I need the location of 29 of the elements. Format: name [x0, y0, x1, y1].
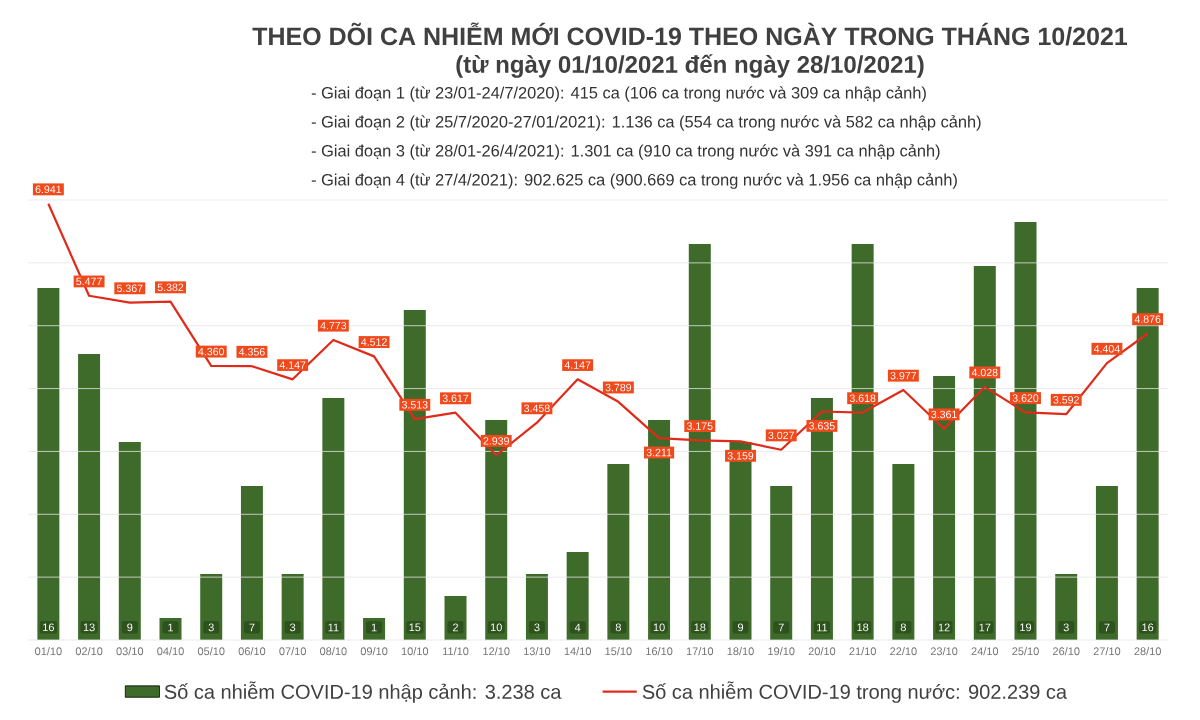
- bar: [37, 288, 60, 640]
- chart-subtitle: (từ ngày 01/10/2021 đến ngày 28/10/2021): [456, 54, 924, 78]
- text: - Giai đoạn 3 (từ 28/01-26/4/2021): 1.301 ca (910 ca trong nước và 391 ca nhập cảnh): [311, 144, 940, 160]
- bar: [729, 442, 752, 640]
- bar: [607, 464, 630, 640]
- bar: [648, 420, 671, 640]
- bar: [118, 442, 141, 640]
- bar: [810, 398, 833, 640]
- bar: [403, 310, 426, 640]
- bar: [688, 244, 711, 640]
- text: - Giai đoạn 4 (từ 27/4/2021): 902.625 ca (900.669 ca trong nước và 1.956 ca nhập cảnh): [311, 173, 957, 189]
- legend-label: Số ca nhiễm COVID-19 trong nước: 902.239 ca: [642, 681, 1068, 703]
- bar: [973, 266, 996, 640]
- legend-label: Số ca nhiễm COVID-19 nhập cảnh: 3.238 ca: [164, 681, 562, 703]
- bar: [770, 486, 793, 640]
- bar: [933, 376, 956, 640]
- bar: [485, 420, 508, 640]
- bar: [322, 398, 345, 640]
- chart-title: THEO DÕI CA NHIỄM MỚI COVID-19 THEO NGÀY TRONG THÁNG 10/2021: [252, 22, 1128, 46]
- bar: [1095, 486, 1118, 640]
- text: - Giai đoạn 2 (từ 25/7/2020-27/01/2021): 1.136 ca (554 ca trong nước và 582 ca nhập cảnh): [311, 115, 981, 131]
- bar: [1136, 288, 1159, 640]
- bar: [892, 464, 915, 640]
- bar: [240, 486, 263, 640]
- bar: [1014, 222, 1037, 640]
- bar: [566, 552, 589, 640]
- bar: [851, 244, 874, 640]
- text: - Giai đoạn 1 (từ 23/01-24/7/2020): 415 ca (106 ca trong nước và 309 ca nhập cảnh): [311, 86, 926, 102]
- bar: [78, 354, 101, 640]
